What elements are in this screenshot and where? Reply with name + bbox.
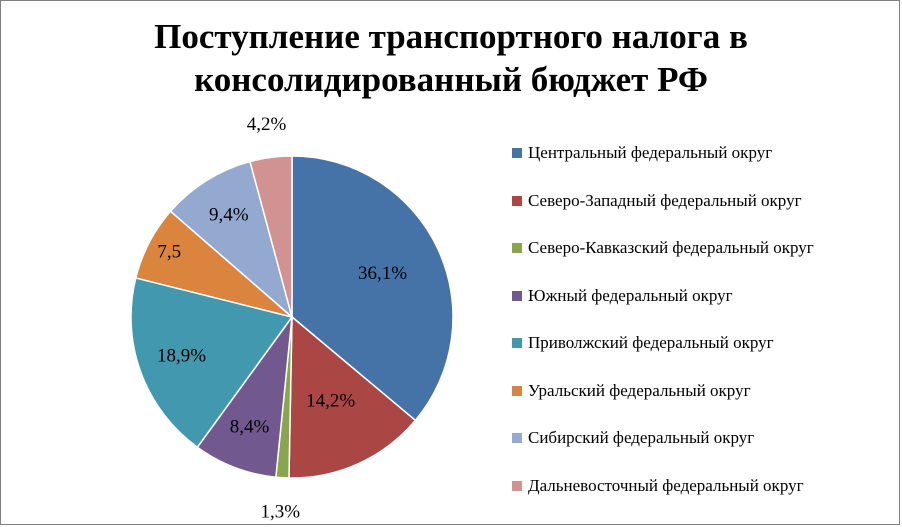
legend-swatch [512, 480, 522, 491]
legend-item: Уральский федеральный округ [512, 377, 751, 405]
legend-item: Северо-Кавказский федеральный округ [512, 234, 814, 262]
chart-title-line-2: консолидированный бюджет РФ [194, 60, 708, 99]
legend-swatch [512, 385, 522, 396]
legend-item: Сибирский федеральный округ [512, 424, 754, 452]
data-label: 1,3% [261, 501, 301, 522]
legend-label: Уральский федеральный округ [528, 380, 751, 400]
pie-slice [249, 155, 293, 318]
pie-slice [130, 277, 294, 449]
legend-swatch [512, 195, 522, 206]
legend-label: Северо-Западный федеральный округ [528, 190, 802, 210]
data-label: 14,2% [306, 390, 355, 411]
chart-title: Поступление транспортного налога в консо… [61, 15, 841, 101]
data-label: 36,1% [358, 263, 407, 284]
legend-swatch [512, 148, 522, 158]
data-label: 9,4% [209, 204, 249, 225]
pie-slice [288, 315, 417, 479]
data-label: 8,4% [230, 417, 270, 438]
legend-swatch [512, 433, 522, 443]
legend-item: Приволжский федеральный округ [512, 329, 774, 357]
legend-item: Северо-Западный федеральный округ [512, 187, 802, 215]
pie-slice [169, 160, 294, 320]
legend-label: Южный федеральный округ [528, 285, 733, 305]
legend-swatch [512, 338, 522, 348]
data-label: 7,5 [157, 241, 181, 262]
legend-item: Южный федеральный округ [512, 282, 733, 310]
legend-swatch [512, 290, 522, 301]
pie-slice [291, 155, 454, 422]
legend-label: Приволжский федеральный округ [528, 333, 774, 352]
legend-label: Дальневосточный федеральный округ [528, 475, 804, 495]
legend-label: Центральный федеральный округ [528, 143, 773, 162]
data-label: 18,9% [157, 346, 206, 367]
legend-swatch [512, 243, 522, 253]
legend-label: Северо-Кавказский федеральный округ [528, 238, 814, 257]
legend-item: Дальневосточный федеральный округ [512, 472, 804, 500]
legend-item: Центральный федеральный округ [512, 139, 772, 167]
data-label: 4,2% [247, 114, 287, 135]
chart-title-line-1: Поступление транспортного налога в [154, 17, 748, 56]
legend-label: Сибирский федеральный округ [528, 428, 755, 447]
pie-slice [196, 314, 294, 479]
